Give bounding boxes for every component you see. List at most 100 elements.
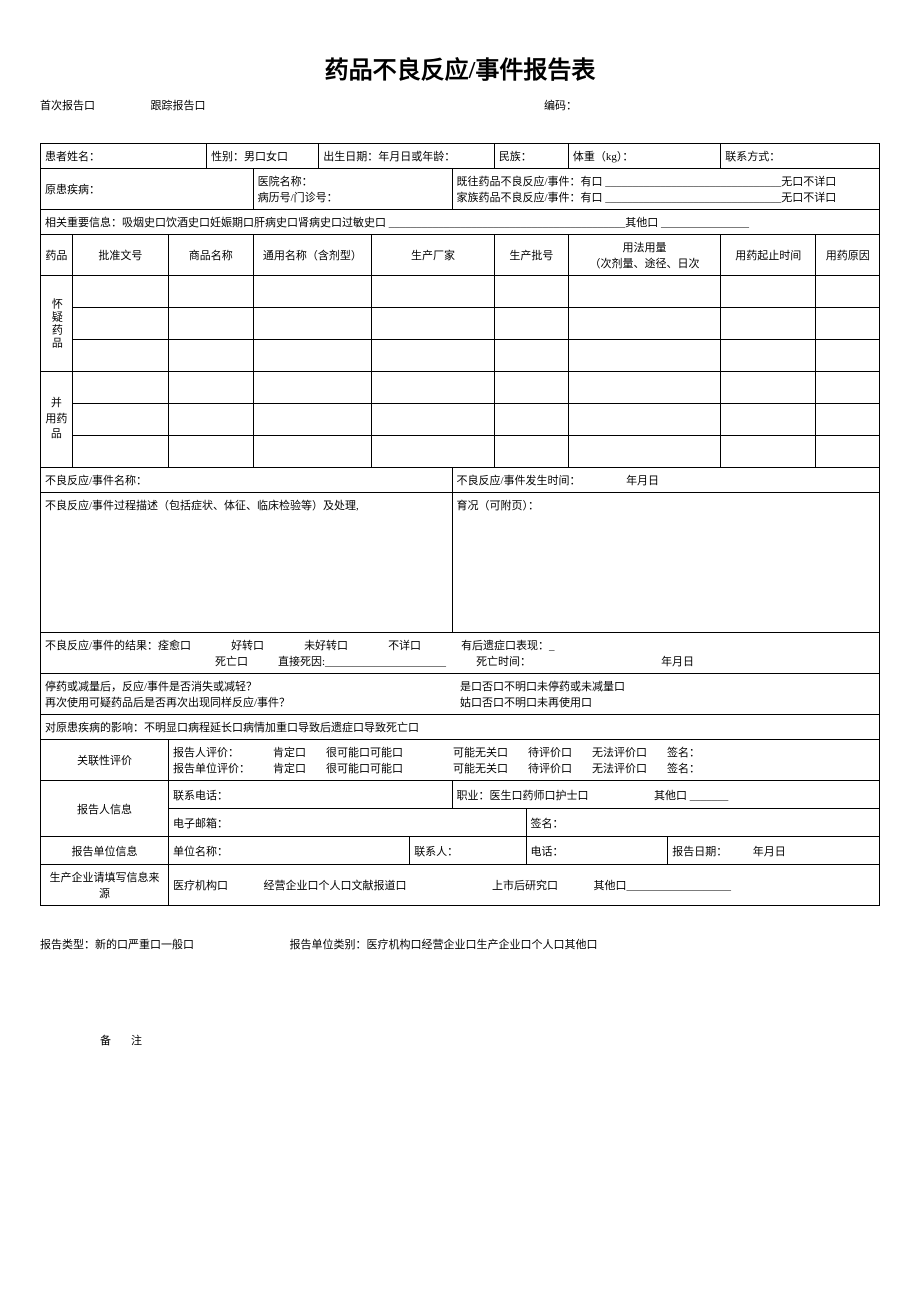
related-info-field[interactable]: 相关重要信息：吸烟史口饮酒史口妊娠期口肝病史口肾病史口过敏史口 ________… xyxy=(41,210,880,235)
reporter-label: 报告人信息 xyxy=(41,781,169,837)
table-cell[interactable] xyxy=(72,308,168,340)
reporter-occupation-field[interactable]: 职业：医生口药师口护士口 其他口 _______ xyxy=(452,781,880,809)
drug-col-header: 药品 xyxy=(41,235,73,276)
table-cell[interactable] xyxy=(372,372,495,404)
table-cell[interactable] xyxy=(372,404,495,436)
table-cell[interactable] xyxy=(72,340,168,372)
table-cell[interactable] xyxy=(721,436,816,468)
effect-field[interactable]: 对原患疾病的影响：不明显口病程延长口病情加重口导致后遗症口导致死亡口 xyxy=(41,715,880,740)
table-cell[interactable] xyxy=(568,404,720,436)
history-field[interactable]: 既往药品不良反应/事件：有口 _________________________… xyxy=(452,169,880,210)
ethnicity-field[interactable]: 民族： xyxy=(494,144,568,169)
report-type-field[interactable]: 报告类型：新的口严重口一般口 xyxy=(40,939,194,951)
table-cell[interactable] xyxy=(816,308,880,340)
footer-row: 报告类型：新的口严重口一般口 报告单位类别：医疗机构口经营企业口生产企业口个人口… xyxy=(40,936,880,952)
approval-col-header: 批准文号 xyxy=(72,235,168,276)
table-cell[interactable] xyxy=(721,372,816,404)
table-cell[interactable] xyxy=(494,308,568,340)
main-form-table: 患者姓名： 性别：男口女口 出生日期：年月日或年龄： 民族： 体重（kg）： 联… xyxy=(40,143,880,906)
table-cell[interactable] xyxy=(721,340,816,372)
table-cell[interactable] xyxy=(253,308,372,340)
table-cell[interactable] xyxy=(168,372,253,404)
table-cell[interactable] xyxy=(568,276,720,308)
table-cell[interactable] xyxy=(568,436,720,468)
page-title: 药品不良反应/事件报告表 xyxy=(40,50,880,85)
table-cell[interactable] xyxy=(816,404,880,436)
hospital-field[interactable]: 医院名称： 病历号/门诊号： xyxy=(253,169,452,210)
table-cell[interactable] xyxy=(372,436,495,468)
table-cell[interactable] xyxy=(168,276,253,308)
reason-col-header: 用药原因 xyxy=(816,235,880,276)
table-cell[interactable] xyxy=(168,436,253,468)
table-cell[interactable] xyxy=(253,372,372,404)
unit-type-field[interactable]: 报告单位类别：医疗机构口经营企业口生产企业口个人口其他口 xyxy=(290,939,598,951)
weight-field[interactable]: 体重（kg）： xyxy=(568,144,720,169)
reporter-sign-field[interactable]: 签名： xyxy=(526,809,879,837)
dosage-col-header: 用法用量 （次剂量、途径、日次 xyxy=(568,235,720,276)
gender-field[interactable]: 性别：男口女口 xyxy=(207,144,319,169)
table-cell[interactable] xyxy=(372,308,495,340)
duration-col-header: 用药起止时间 xyxy=(721,235,816,276)
tradename-col-header: 商品名称 xyxy=(168,235,253,276)
adr-status-field[interactable]: 育况（可附页）： xyxy=(452,493,880,633)
disease-field[interactable]: 原患疾病： xyxy=(41,169,254,210)
table-cell[interactable] xyxy=(494,404,568,436)
table-cell[interactable] xyxy=(721,404,816,436)
adr-time-field[interactable]: 不良反应/事件发生时间： 年月日 xyxy=(452,468,880,493)
adr-desc-field[interactable]: 不良反应/事件过程描述（包括症状、体征、临床检验等）及处理, xyxy=(41,493,453,633)
table-cell[interactable] xyxy=(721,308,816,340)
table-cell[interactable] xyxy=(494,372,568,404)
table-cell[interactable] xyxy=(816,372,880,404)
table-cell[interactable] xyxy=(168,340,253,372)
followup-report-checkbox[interactable]: 跟踪报告口 xyxy=(151,100,206,112)
table-cell[interactable] xyxy=(568,372,720,404)
table-cell[interactable] xyxy=(816,340,880,372)
dechallenge-field[interactable]: 停药或减量后，反应/事件是否消失或减轻？ 是口否口不明口未停药或未减量口 再次使… xyxy=(41,674,880,715)
table-cell[interactable] xyxy=(72,276,168,308)
contact-field[interactable]: 联系方式： xyxy=(721,144,880,169)
concurrent-drug-label: 并 用药品 xyxy=(41,372,73,468)
table-cell[interactable] xyxy=(494,436,568,468)
manufacturer-col-header: 生产厂家 xyxy=(372,235,495,276)
table-cell[interactable] xyxy=(816,436,880,468)
table-cell[interactable] xyxy=(372,276,495,308)
unit-contact-field[interactable]: 联系人： xyxy=(410,837,526,865)
table-cell[interactable] xyxy=(72,372,168,404)
first-report-checkbox[interactable]: 首次报告口 xyxy=(40,100,95,112)
generic-col-header: 通用名称（含剂型） xyxy=(253,235,372,276)
unit-date-field[interactable]: 报告日期： 年月日 xyxy=(668,837,880,865)
evaluation-field[interactable]: 报告人评价： 肯定口 很可能口可能口 可能无关口 待评价口 无法评价口 签名： … xyxy=(168,740,879,781)
table-cell[interactable] xyxy=(494,340,568,372)
source-label: 生产企业请填写信息来源 xyxy=(41,865,169,906)
batch-col-header: 生产批号 xyxy=(494,235,568,276)
table-cell[interactable] xyxy=(721,276,816,308)
table-cell[interactable] xyxy=(816,276,880,308)
remark-label: 备注 xyxy=(40,1032,880,1048)
source-field[interactable]: 医疗机构口 经营企业口个人口文献报道口 上市后研究口 其他口__________… xyxy=(168,865,879,906)
table-cell[interactable] xyxy=(568,308,720,340)
unit-phone-field[interactable]: 电话： xyxy=(526,837,668,865)
table-cell[interactable] xyxy=(72,436,168,468)
table-cell[interactable] xyxy=(253,276,372,308)
table-cell[interactable] xyxy=(253,436,372,468)
adr-name-field[interactable]: 不良反应/事件名称： xyxy=(41,468,453,493)
suspect-drug-label: 怀疑药品 xyxy=(41,276,73,372)
header-row: 首次报告口 跟踪报告口 编码： xyxy=(40,97,880,113)
table-cell[interactable] xyxy=(253,340,372,372)
table-cell[interactable] xyxy=(168,404,253,436)
patient-name-field[interactable]: 患者姓名： xyxy=(41,144,207,169)
table-cell[interactable] xyxy=(72,404,168,436)
unit-name-field[interactable]: 单位名称： xyxy=(168,837,409,865)
unit-label: 报告单位信息 xyxy=(41,837,169,865)
birth-field[interactable]: 出生日期：年月日或年龄： xyxy=(319,144,495,169)
table-cell[interactable] xyxy=(168,308,253,340)
table-cell[interactable] xyxy=(253,404,372,436)
evaluation-label: 关联性评价 xyxy=(41,740,169,781)
table-cell[interactable] xyxy=(494,276,568,308)
table-cell[interactable] xyxy=(372,340,495,372)
reporter-email-field[interactable]: 电子邮箱： xyxy=(168,809,526,837)
table-cell[interactable] xyxy=(568,340,720,372)
outcome-field[interactable]: 不良反应/事件的结果：痊愈口 好转口 未好转口 不详口 有后遗症口表现：_ 死亡… xyxy=(41,633,880,674)
reporter-phone-field[interactable]: 联系电话： xyxy=(168,781,452,809)
code-label: 编码： xyxy=(544,100,577,112)
